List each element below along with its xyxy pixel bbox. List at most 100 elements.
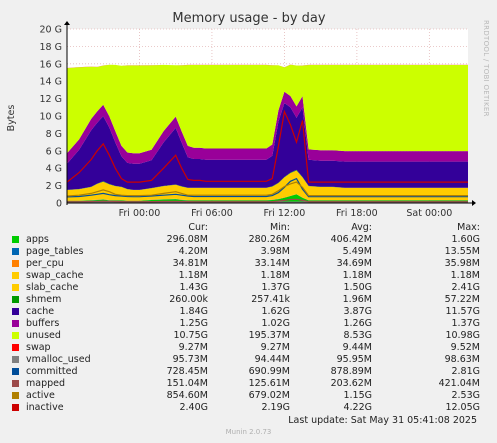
header-avg: Avg:	[351, 222, 372, 233]
legend-swatch	[12, 404, 19, 411]
y-tick-label: 16 G	[40, 59, 62, 70]
x-tick-labels: Fri 00:00 Fri 06:00 Fri 12:00 Fri 18:00 Sat …	[119, 208, 453, 219]
y-tick-labels: 0 2 G 4 G 6 G 8 G 10 G 12 G 14 G 16 G 18 G 20 G	[40, 25, 62, 210]
y-tick-label: 0	[56, 199, 62, 210]
legend-cur: 260.00k	[169, 294, 208, 305]
legend-series-name: page_tables	[26, 246, 84, 257]
y-tick-label: 12 G	[40, 94, 62, 105]
legend-max: 12.05G	[445, 402, 480, 413]
legend-series-name: shmem	[26, 294, 62, 305]
legend-cur: 2.40G	[179, 402, 208, 413]
legend-swatch	[12, 272, 19, 279]
legend-min: 1.02G	[261, 318, 290, 329]
y-axis-arrow	[64, 21, 70, 25]
legend-series-name: unused	[26, 330, 61, 341]
legend-swatch	[12, 320, 19, 327]
legend-cur: 10.75G	[173, 330, 208, 341]
line-committed	[66, 177, 468, 198]
legend-min: 1.37G	[261, 282, 290, 293]
axes	[64, 21, 476, 206]
legend-avg: 1.26G	[343, 318, 372, 329]
legend-series-name: mapped	[26, 378, 66, 389]
header-cur: Cur:	[188, 222, 208, 233]
area-swap	[67, 64, 468, 69]
memory-usage-chart: Memory usage - by day Bytes RRDTOOL / TO…	[6, 11, 490, 219]
legend-swatch	[12, 392, 19, 399]
header-max: Max:	[457, 222, 480, 233]
legend-row: per_cpu 34.81M 33.14M 34.69M 35.98M	[12, 258, 490, 270]
legend-series-name: buffers	[26, 318, 60, 329]
legend-max: 13.55M	[444, 246, 480, 257]
legend-avg: 95.95M	[336, 354, 372, 365]
legend-min: 33.14M	[254, 258, 290, 269]
legend-series-name: vmalloc_used	[26, 354, 91, 365]
x-tick-label: Fri 06:00	[191, 208, 233, 219]
legend-avg: 1.15G	[343, 390, 372, 401]
legend-avg: 878.89M	[330, 366, 372, 377]
legend-min: 94.44M	[254, 354, 290, 365]
legend-avg: 203.62M	[330, 378, 372, 389]
y-tick-label: 20 G	[40, 25, 62, 36]
legend-series-name: swap_cache	[26, 270, 84, 281]
legend-min: 1.18M	[260, 270, 290, 281]
legend-swatch	[12, 356, 19, 363]
legend-swatch	[12, 260, 19, 267]
legend-avg: 8.53G	[343, 330, 372, 341]
legend-min: 195.37M	[248, 330, 290, 341]
legend-swatch	[12, 296, 19, 303]
legend-max: 1.37G	[451, 318, 480, 329]
legend-swatch	[12, 284, 19, 291]
line-mapped	[67, 198, 468, 203]
legend-cur: 151.04M	[166, 378, 208, 389]
legend-swatch	[12, 236, 19, 243]
legend-min: 280.26M	[248, 234, 290, 245]
rrdtool-credit: RRDTOOL / TOBI OETIKER	[482, 20, 490, 117]
legend-row: cache 1.84G 1.62G 3.87G 11.57G	[12, 306, 490, 318]
legend-avg: 406.42M	[330, 234, 372, 245]
legend-row: inactive 2.40G 2.19G 4.22G 12.05G	[12, 402, 490, 414]
legend-min: 2.19G	[261, 402, 290, 413]
legend-avg: 1.50G	[343, 282, 372, 293]
legend-max: 2.41G	[451, 282, 480, 293]
legend-min: 3.98M	[260, 246, 290, 257]
legend-min: 9.27M	[260, 342, 290, 353]
legend-row: mapped 151.04M 125.61M 203.62M 421.04M	[12, 378, 490, 390]
legend-avg: 4.22G	[343, 402, 372, 413]
legend-cur: 1.43G	[179, 282, 208, 293]
line-series	[66, 109, 468, 203]
legend-cur: 728.45M	[166, 366, 208, 377]
legend-row: swap_cache 1.18M 1.18M 1.18M 1.18M	[12, 270, 490, 282]
legend-swatch	[12, 368, 19, 375]
y-tick-label: 18 G	[40, 42, 62, 53]
legend-row: committed 728.45M 690.99M 878.89M 2.81G	[12, 366, 490, 378]
legend-cur: 4.20M	[178, 246, 208, 257]
legend-row: unused 10.75G 195.37M 8.53G 10.98G	[12, 330, 490, 342]
line-active	[66, 181, 468, 197]
y-tick-label: 6 G	[46, 146, 62, 157]
x-axis-arrow	[472, 200, 476, 206]
x-tick-label: Fri 00:00	[119, 208, 161, 219]
legend-cur: 854.60M	[166, 390, 208, 401]
y-tick-label: 4 G	[46, 164, 62, 175]
legend-header: Cur: Min: Avg: Max:	[12, 222, 490, 234]
legend-row: shmem 260.00k 257.41k 1.96M 57.22M	[12, 294, 490, 306]
legend-series-name: cache	[26, 306, 55, 317]
legend-max: 10.98G	[445, 330, 480, 341]
legend-series-name: slab_cache	[26, 282, 79, 293]
legend-max: 1.60G	[451, 234, 480, 245]
x-tick-label: Fri 18:00	[336, 208, 378, 219]
legend-avg: 9.44M	[342, 342, 372, 353]
legend-max: 2.81G	[451, 366, 480, 377]
legend-cur: 9.27M	[178, 342, 208, 353]
legend-swatch	[12, 308, 19, 315]
legend-max: 2.53G	[451, 390, 480, 401]
header-min: Min:	[269, 222, 290, 233]
legend-series-name: committed	[26, 366, 78, 377]
legend-min: 679.02M	[248, 390, 290, 401]
legend-series-name: apps	[26, 234, 49, 245]
area-unused	[67, 64, 468, 154]
legend-min: 690.99M	[248, 366, 290, 377]
legend-rows: apps 296.08M 280.26M 406.42M 1.60G page_table…	[12, 234, 490, 414]
x-tick-label: Fri 12:00	[264, 208, 306, 219]
legend-series-name: per_cpu	[26, 258, 64, 269]
